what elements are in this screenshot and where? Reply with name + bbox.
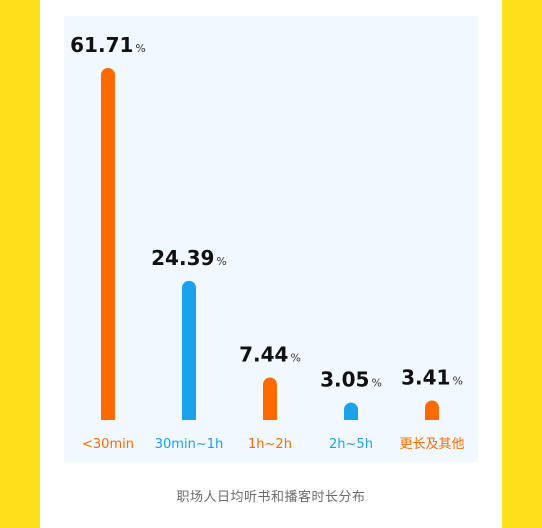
category-label-2: 1h~2h [248,437,292,452]
bar-0 [101,68,115,420]
value-label-4: 3.41% [401,366,463,390]
value-label-1: 24.39% [151,246,227,270]
value-label-2: 7.44% [239,343,301,367]
value-label-0: 61.71% [70,33,146,57]
bar-3 [344,402,358,420]
bar-4 [425,400,439,420]
bar-chart: 61.71 % <30min 24.39 % 30min~1h 7.44 % 1h~2h 3.05… [70,33,464,452]
category-label-1: 30min~1h [155,437,223,452]
bar-2 [263,377,277,420]
category-label-0: <30min [82,437,134,452]
chart-caption: 职场人日均听书和播客时长分布 [176,490,366,505]
value-label-3: 3.05% [320,368,382,392]
category-label-3: 2h~5h [329,437,373,452]
category-label-4: 更长及其他 [399,437,464,452]
bar-1 [182,280,196,420]
page-card: 61.71% <30min 24.39% 30min~1h 7.44% 1h~2h 3.05… [40,0,502,528]
